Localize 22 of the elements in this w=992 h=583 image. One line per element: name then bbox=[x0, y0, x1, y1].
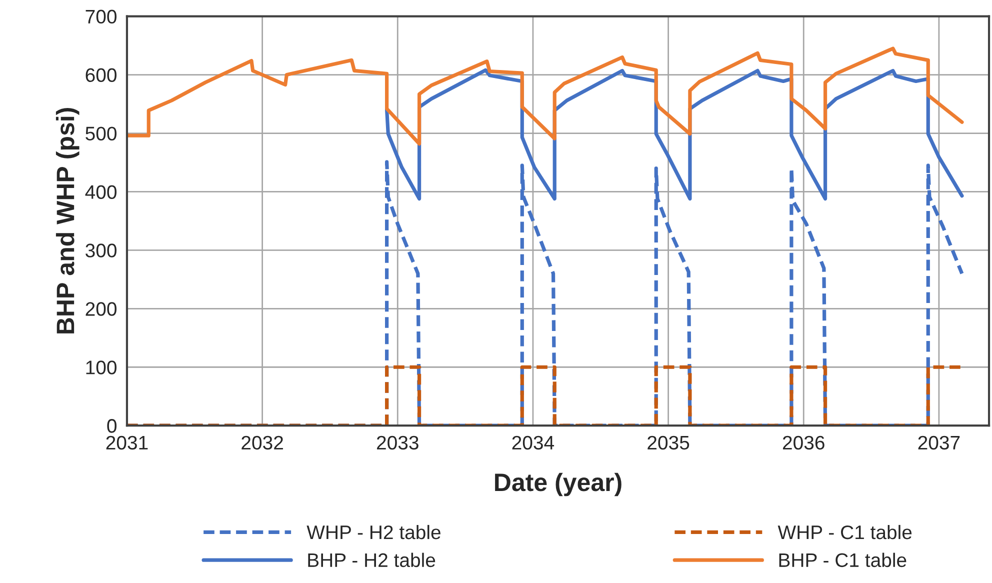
y-tick-label: 300 bbox=[86, 244, 116, 258]
legend-label: BHP - C1 table bbox=[779, 552, 906, 568]
x-tick-label: 2036 bbox=[782, 436, 824, 450]
y-tick-label: 200 bbox=[86, 302, 116, 316]
x-tick-label: 2034 bbox=[512, 436, 554, 450]
line-series bbox=[126, 46, 964, 146]
y-tick-label: 600 bbox=[86, 68, 116, 82]
x-tick-label: 2031 bbox=[106, 436, 148, 450]
y-tick-label: 0 bbox=[107, 419, 116, 433]
x-tick-label: 2037 bbox=[918, 436, 960, 450]
y-tick-label: 400 bbox=[85, 185, 116, 199]
x-axis-title: Date (year) bbox=[495, 472, 622, 496]
legend-label: WHP - H2 table bbox=[306, 524, 440, 540]
x-tick-label: 2032 bbox=[242, 436, 283, 450]
x-tick-label: 2033 bbox=[376, 436, 418, 450]
y-tick-label: 100 bbox=[86, 360, 116, 374]
y-tick-label: 500 bbox=[86, 126, 116, 140]
y-axis-title: BHP and WHP (psi) bbox=[56, 108, 80, 334]
legend-label: WHP - C1 table bbox=[778, 524, 912, 540]
x-tick-label: 2035 bbox=[648, 436, 690, 450]
legend-label: BHP - H2 table bbox=[308, 552, 436, 568]
y-tick-label: 700 bbox=[86, 10, 116, 24]
